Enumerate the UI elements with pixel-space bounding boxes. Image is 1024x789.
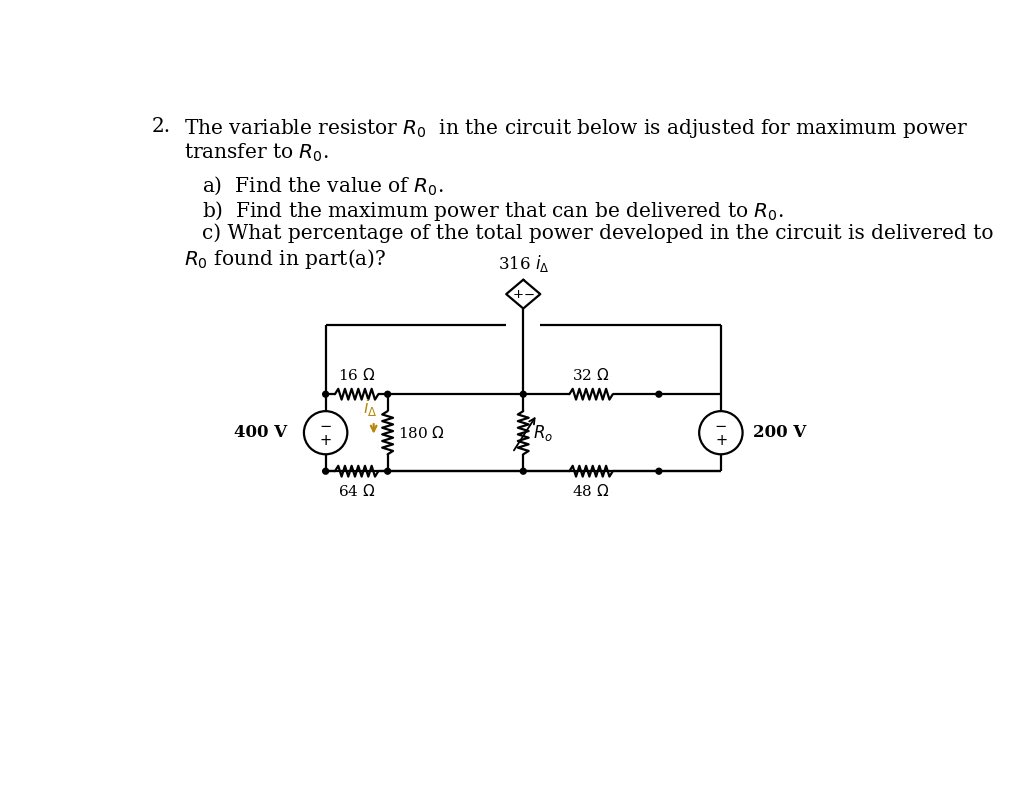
Text: The variable resistor $R_0$  in the circuit below is adjusted for maximum power: The variable resistor $R_0$ in the circu… bbox=[183, 117, 968, 140]
Circle shape bbox=[323, 391, 329, 397]
Text: $R_0$ found in part(a)?: $R_0$ found in part(a)? bbox=[183, 247, 386, 271]
Text: 48 $\Omega$: 48 $\Omega$ bbox=[572, 483, 609, 499]
Text: $-$: $-$ bbox=[523, 288, 535, 301]
Circle shape bbox=[520, 469, 526, 474]
Circle shape bbox=[656, 469, 662, 474]
Text: c) What percentage of the total power developed in the circuit is delivered to: c) What percentage of the total power de… bbox=[202, 223, 993, 243]
Text: 64 $\Omega$: 64 $\Omega$ bbox=[338, 483, 376, 499]
Text: 2.: 2. bbox=[152, 117, 170, 136]
Text: $i_\Delta$: $i_\Delta$ bbox=[364, 397, 378, 418]
Text: 316 $i_\Delta$: 316 $i_\Delta$ bbox=[498, 253, 549, 275]
Text: $+$: $+$ bbox=[715, 434, 727, 448]
Text: 180 $\Omega$: 180 $\Omega$ bbox=[397, 424, 444, 441]
Text: transfer to $R_0$.: transfer to $R_0$. bbox=[183, 142, 329, 164]
Text: $-$: $-$ bbox=[715, 417, 727, 432]
Text: a)  Find the value of $R_0$.: a) Find the value of $R_0$. bbox=[202, 174, 443, 197]
Circle shape bbox=[385, 391, 390, 397]
Text: 16 $\Omega$: 16 $\Omega$ bbox=[338, 368, 376, 383]
Text: 200 V: 200 V bbox=[754, 424, 807, 441]
Text: $+$: $+$ bbox=[512, 288, 523, 301]
Circle shape bbox=[520, 391, 526, 397]
Text: $R_o$: $R_o$ bbox=[534, 423, 553, 443]
Circle shape bbox=[323, 469, 329, 474]
Text: 400 V: 400 V bbox=[233, 424, 287, 441]
Text: $-$: $-$ bbox=[319, 417, 332, 432]
Text: b)  Find the maximum power that can be delivered to $R_0$.: b) Find the maximum power that can be de… bbox=[202, 200, 783, 223]
Circle shape bbox=[385, 469, 390, 474]
Circle shape bbox=[656, 391, 662, 397]
Text: 32 $\Omega$: 32 $\Omega$ bbox=[572, 368, 609, 383]
Text: $+$: $+$ bbox=[319, 434, 332, 448]
